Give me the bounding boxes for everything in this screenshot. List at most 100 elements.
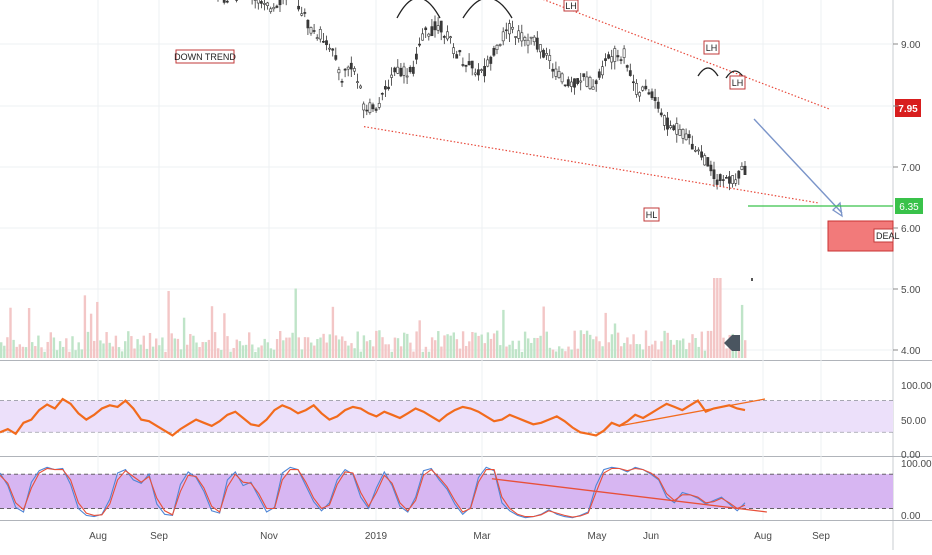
volume-bar: [496, 331, 498, 358]
candle-body: [738, 171, 740, 178]
volume-bar: [450, 336, 452, 358]
volume-bar: [127, 331, 129, 358]
candle-body: [648, 93, 650, 94]
current-price-text: 7.95: [898, 104, 918, 115]
volume-bar: [381, 337, 383, 358]
volume-bar: [434, 340, 436, 358]
volume-bar: [580, 330, 582, 358]
volume-bar: [217, 348, 219, 358]
volume-bar: [546, 332, 548, 358]
volume-bar: [459, 349, 461, 358]
time-tick: May: [588, 531, 607, 542]
candle-body: [601, 67, 603, 75]
candle-body: [660, 113, 662, 115]
volume-bar: [710, 331, 712, 358]
volume-bar: [245, 345, 247, 358]
candle-body: [279, 0, 281, 5]
volume-bar: [543, 307, 545, 358]
volume-bar: [474, 333, 476, 358]
candle-body: [267, 3, 269, 6]
volume-bar: [257, 347, 259, 358]
time-tick: Aug: [89, 531, 107, 542]
volume-bar: [629, 344, 631, 358]
volume-bar: [725, 348, 727, 358]
candle-body: [694, 150, 696, 151]
volume-bar: [415, 331, 417, 358]
volume-bar: [12, 340, 14, 358]
volume-bar: [307, 337, 309, 358]
candle-body: [505, 30, 507, 31]
volume-bar: [202, 342, 204, 358]
volume-bar: [397, 338, 399, 358]
volume-bar: [90, 314, 92, 358]
volume-bar: [443, 335, 445, 358]
volume-bar: [673, 345, 675, 358]
candle-body: [316, 38, 318, 39]
candle-body: [635, 83, 637, 94]
volume-bar: [639, 344, 641, 358]
volume-bar: [428, 352, 430, 358]
candle-body: [477, 70, 479, 75]
volume-bar: [617, 333, 619, 358]
volume-bar: [121, 351, 123, 358]
volume-bar: [242, 345, 244, 358]
candle-body: [533, 37, 535, 42]
candle-body: [394, 68, 396, 72]
candle-body: [542, 50, 544, 57]
volume-bar: [477, 336, 479, 358]
volume-bar: [99, 340, 101, 358]
volume-bar: [676, 340, 678, 358]
annotation-lh-2-text: LH: [706, 43, 718, 53]
annotation-down-trend: DOWN TREND: [174, 50, 236, 63]
candle-body: [518, 31, 520, 39]
volume-bar: [254, 352, 256, 358]
volume-bar: [446, 334, 448, 358]
volume-bar: [437, 331, 439, 358]
candle-body: [735, 180, 737, 183]
volume-bar: [679, 340, 681, 358]
volume-bar: [291, 333, 293, 358]
candle-body: [344, 69, 346, 70]
volume-bar: [59, 341, 61, 358]
stoch-tick: 100.00: [901, 459, 932, 470]
candle-body: [391, 75, 393, 77]
volume-bar: [663, 331, 665, 358]
volume-bar: [81, 349, 83, 358]
volume-bar: [43, 352, 45, 358]
volume-bar: [570, 350, 572, 358]
price-tick: 7.00: [901, 163, 921, 174]
time-tick: Sep: [150, 531, 168, 542]
volume-bar: [164, 352, 166, 358]
candle-body: [310, 28, 312, 34]
volume-bar: [555, 351, 557, 358]
volume-bar: [149, 333, 151, 358]
candle-body: [378, 103, 380, 107]
volume-bar: [344, 341, 346, 358]
volume-bar: [651, 344, 653, 358]
volume-bar: [9, 308, 11, 358]
volume-bar: [626, 337, 628, 358]
candle-body: [456, 54, 458, 58]
volume-bar: [508, 345, 510, 358]
candle-body: [682, 129, 684, 138]
volume-bar: [462, 331, 464, 358]
candle-body: [713, 170, 715, 179]
volume-bar: [31, 342, 33, 358]
candle-body: [589, 77, 591, 88]
volume-bar: [208, 340, 210, 358]
price-tick: 5.00: [901, 285, 921, 296]
volume-bar: [499, 345, 501, 358]
volume-bar: [409, 343, 411, 358]
volume-bar: [536, 338, 538, 358]
candle-body: [722, 180, 724, 181]
volume-bar: [115, 336, 117, 358]
candle-body: [511, 27, 513, 29]
volume-bar: [357, 332, 359, 358]
volume-bar: [326, 343, 328, 358]
volume-bar: [28, 308, 30, 358]
volume-bar: [564, 351, 566, 358]
candle-body: [397, 67, 399, 73]
annotation-hl-text: HL: [646, 210, 658, 220]
candle-body: [459, 50, 461, 51]
